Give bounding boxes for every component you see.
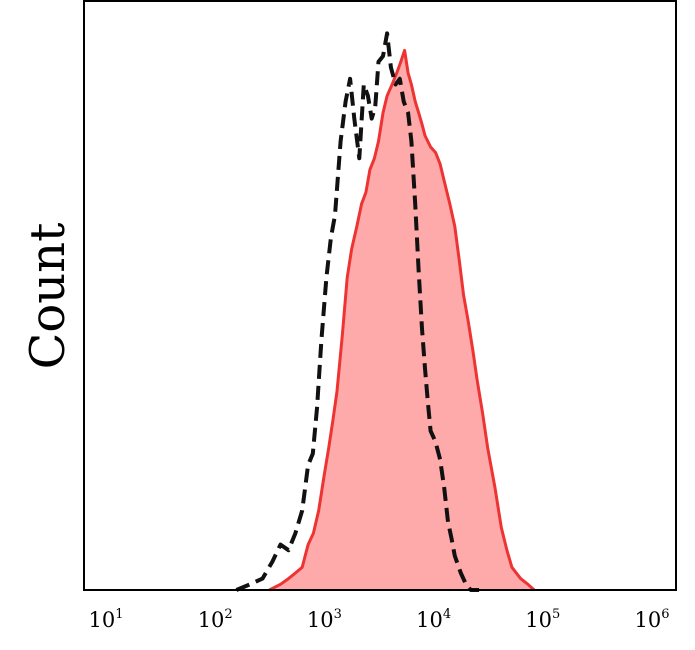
x-tick-exponent: 2 [224, 607, 232, 622]
series-fill-solid-red-filled [269, 50, 535, 590]
x-tick-base: 10 [634, 608, 661, 632]
series-line-solid-red-filled [268, 48, 536, 592]
plot-frame [83, 0, 677, 591]
x-tick-exponent: 4 [443, 607, 451, 622]
x-axis-ticks: 101 102 103 104 105 106 [88, 607, 669, 632]
x-tick-base: 10 [88, 608, 115, 632]
series-line-dashed-black [235, 31, 480, 592]
x-tick-exponent: 3 [334, 607, 342, 622]
x-tick-label: 103 [307, 607, 342, 632]
x-tick-label: 105 [525, 607, 560, 632]
x-tick-exponent: 5 [552, 607, 560, 622]
x-tick-label: 102 [198, 607, 233, 632]
x-tick-label: 104 [416, 607, 451, 632]
x-tick-base: 10 [198, 608, 225, 632]
x-tick-base: 10 [416, 608, 443, 632]
plot-area [235, 31, 536, 592]
x-tick-base: 10 [525, 608, 552, 632]
x-tick-exponent: 6 [661, 607, 669, 622]
x-tick-label: 101 [88, 607, 123, 632]
x-tick-exponent: 1 [115, 607, 123, 622]
x-tick-base: 10 [307, 608, 334, 632]
y-axis-label: Count [20, 223, 76, 370]
x-tick-label: 106 [634, 607, 669, 632]
